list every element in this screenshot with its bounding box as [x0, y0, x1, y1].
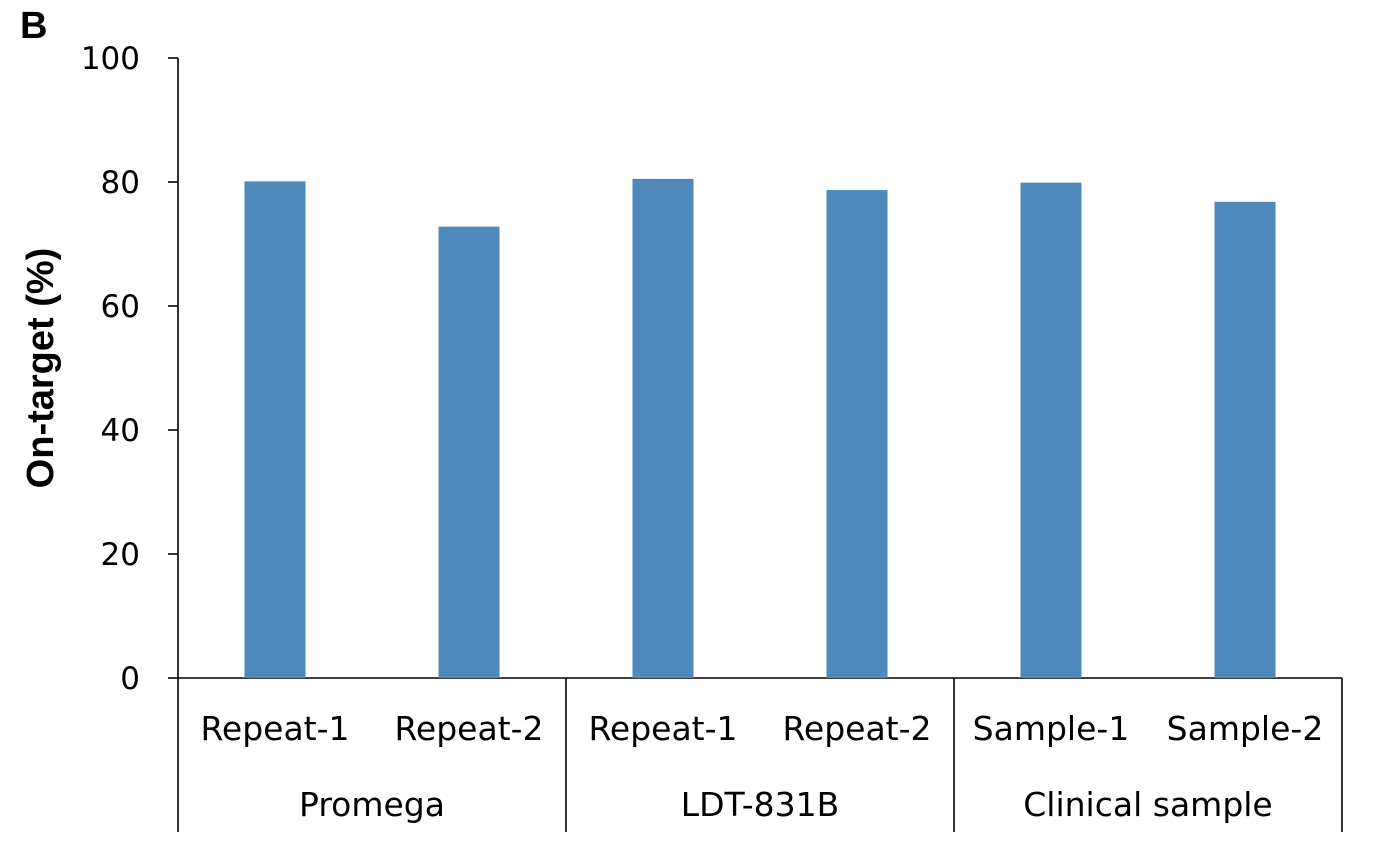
bar [244, 181, 306, 678]
x-category-label: Sample-1 [973, 709, 1130, 748]
y-tick-label: 20 [101, 537, 140, 573]
x-category-label: Sample-2 [1167, 709, 1324, 748]
bar [1020, 182, 1082, 678]
bar [1214, 201, 1276, 678]
y-tick-label: 100 [81, 41, 140, 77]
x-group-label: Promega [299, 785, 445, 824]
x-category-label: Repeat-1 [200, 709, 349, 748]
bars [244, 178, 1276, 678]
bar [826, 190, 888, 678]
panel-label: B [20, 5, 47, 47]
y-tick-label: 0 [120, 661, 140, 697]
x-category-labels: Repeat-1 Repeat-2 Promega Repeat-1 Repeat-2 L… [200, 709, 1323, 824]
y-tick-label: 40 [101, 413, 140, 449]
x-group-label: Clinical sample [1023, 785, 1272, 824]
x-group-label: LDT-831B [681, 785, 839, 824]
y-ticks: 0 20 40 60 80 100 [81, 41, 178, 697]
x-category-label: Repeat-2 [782, 709, 931, 748]
y-tick-label: 80 [101, 165, 140, 201]
bar [632, 178, 694, 678]
y-tick-label: 60 [101, 289, 140, 325]
x-category-label: Repeat-2 [394, 709, 543, 748]
axes [177, 58, 1343, 832]
x-category-label: Repeat-1 [588, 709, 737, 748]
y-axis-label: On-target (%) [20, 248, 62, 489]
bar [438, 226, 500, 678]
